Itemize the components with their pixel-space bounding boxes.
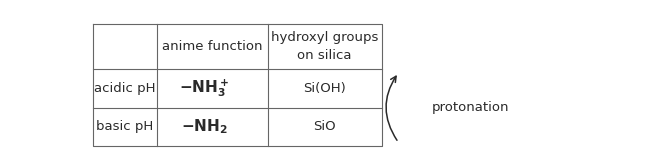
Text: SiO: SiO bbox=[313, 120, 336, 134]
Text: hydroxyl groups
on silica: hydroxyl groups on silica bbox=[271, 31, 378, 62]
Text: anime function: anime function bbox=[162, 40, 263, 53]
Text: protonation: protonation bbox=[432, 101, 509, 114]
Text: $\mathbf{-NH_2}$: $\mathbf{-NH_2}$ bbox=[181, 118, 228, 136]
Text: acidic pH: acidic pH bbox=[94, 82, 156, 95]
Text: Si(OH): Si(OH) bbox=[303, 82, 346, 95]
Text: $\mathbf{-NH_3^+}$: $\mathbf{-NH_3^+}$ bbox=[180, 77, 229, 99]
Text: basic pH: basic pH bbox=[96, 120, 154, 134]
